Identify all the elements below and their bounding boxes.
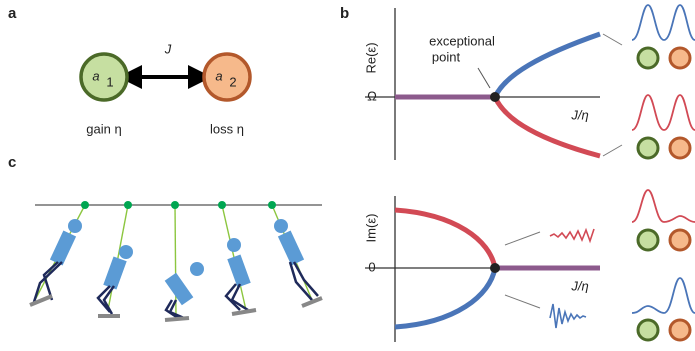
exceptional-point bbox=[490, 92, 500, 102]
annotation: point bbox=[432, 49, 461, 64]
leader bbox=[505, 295, 540, 308]
curve bbox=[495, 97, 600, 156]
leader bbox=[505, 232, 540, 245]
node-caption: gain η bbox=[86, 121, 121, 136]
coupling-label: J bbox=[164, 41, 172, 56]
imag-part-plot: 0 Im(ε) J/η bbox=[363, 196, 600, 342]
decaying-oscillation bbox=[550, 304, 586, 328]
y-tick-label: 0 bbox=[368, 259, 375, 274]
exceptional-point bbox=[490, 263, 500, 273]
node-label: a bbox=[215, 68, 222, 83]
gain-node bbox=[81, 54, 127, 100]
coupled-modes: J a 1 a 2 gain η loss η bbox=[81, 41, 250, 136]
swing-sequence bbox=[30, 201, 322, 320]
loss-node bbox=[204, 54, 250, 100]
leader bbox=[478, 68, 490, 88]
y-axis-label: Im(ε) bbox=[363, 214, 378, 243]
mode-icons bbox=[603, 5, 695, 340]
node-subscript: 1 bbox=[106, 74, 113, 89]
panel-label: b bbox=[340, 5, 349, 22]
panel-label: a bbox=[8, 5, 17, 22]
panel-label: c bbox=[8, 154, 16, 171]
real-part-plot: exceptional point Ω Re(ε) J/η bbox=[363, 8, 600, 160]
curve bbox=[495, 34, 600, 97]
growing-oscillation bbox=[550, 229, 594, 241]
curve bbox=[395, 210, 495, 268]
x-axis-label: J/η bbox=[570, 107, 588, 122]
y-tick-label: Ω bbox=[367, 88, 377, 103]
node-caption: loss η bbox=[210, 121, 244, 136]
annotation: exceptional bbox=[429, 33, 495, 48]
node-label: a bbox=[92, 68, 99, 83]
figure: a b c J a 1 a 2 gain η loss η exceptiona… bbox=[0, 0, 695, 351]
x-axis-label: J/η bbox=[570, 278, 588, 293]
curve bbox=[395, 268, 495, 327]
y-axis-label: Re(ε) bbox=[363, 42, 378, 73]
node-subscript: 2 bbox=[229, 74, 236, 89]
